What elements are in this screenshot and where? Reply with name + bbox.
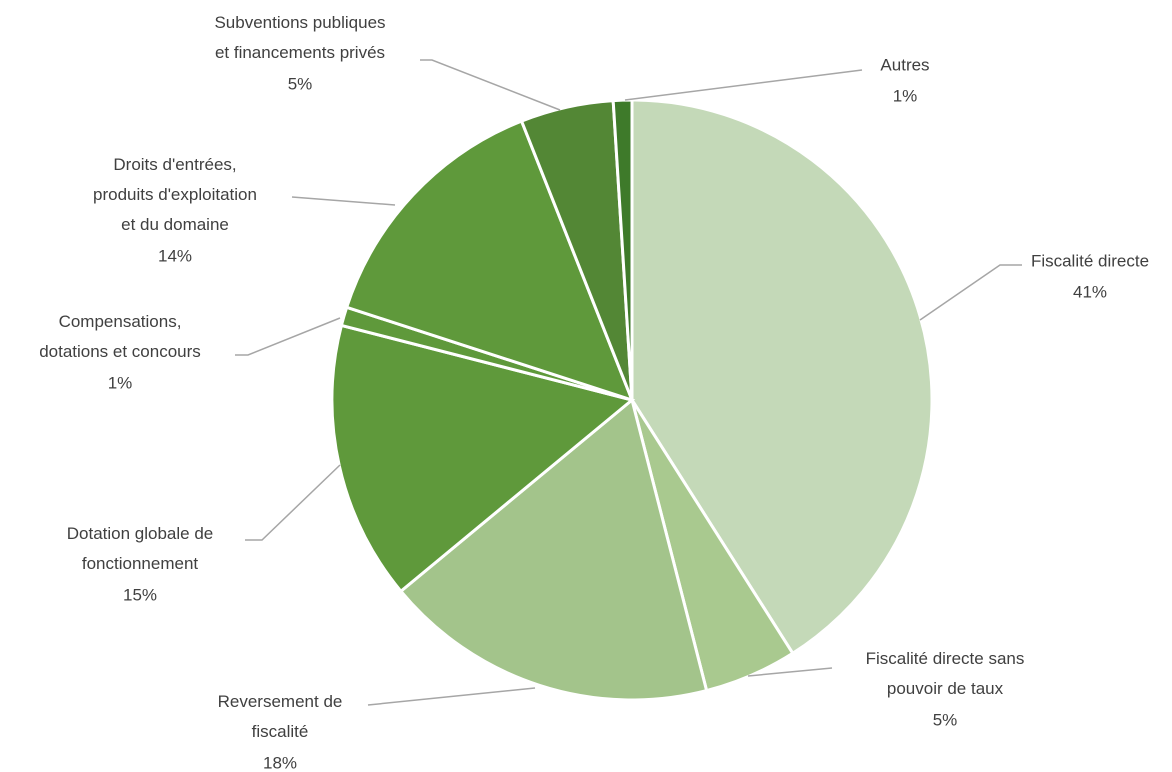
leader-line bbox=[235, 317, 341, 356]
leader-line bbox=[291, 196, 396, 206]
leader-line bbox=[624, 69, 863, 101]
pie-slice bbox=[611, 98, 634, 401]
slice-value-label: 15% bbox=[123, 585, 157, 604]
slice-value-label: 1% bbox=[893, 86, 918, 105]
leader-line bbox=[245, 464, 341, 541]
pie-slice bbox=[398, 397, 709, 702]
slice-label: Fiscalité directe sans pouvoir de taux bbox=[866, 649, 1025, 698]
slice-label: Droits d'entrées, produits d'exploitation… bbox=[93, 155, 257, 234]
leader-line bbox=[919, 264, 1022, 321]
pie-slice bbox=[344, 119, 635, 403]
slice-value-label: 41% bbox=[1073, 282, 1107, 301]
slice-label: Dotation globale de fonctionnement bbox=[67, 524, 214, 573]
slice-value-label: 14% bbox=[158, 246, 192, 265]
pie-slice bbox=[630, 98, 934, 656]
slice-value-label: 18% bbox=[263, 753, 297, 772]
leader-line bbox=[747, 667, 833, 677]
slice-value-label: 5% bbox=[288, 74, 313, 93]
slice-label: Compensations, dotations et concours bbox=[39, 312, 201, 361]
slice-label: Fiscalité directe bbox=[1031, 251, 1149, 270]
leader-line bbox=[367, 687, 536, 706]
slice-value-label: 5% bbox=[933, 710, 958, 729]
slice-label: Reversement de fiscalité bbox=[218, 692, 343, 741]
slice-label: Subventions publiques et financements pri… bbox=[214, 13, 385, 62]
slice-value-label: 1% bbox=[108, 373, 133, 392]
slice-label: Autres bbox=[880, 55, 929, 74]
leader-line bbox=[420, 59, 561, 111]
